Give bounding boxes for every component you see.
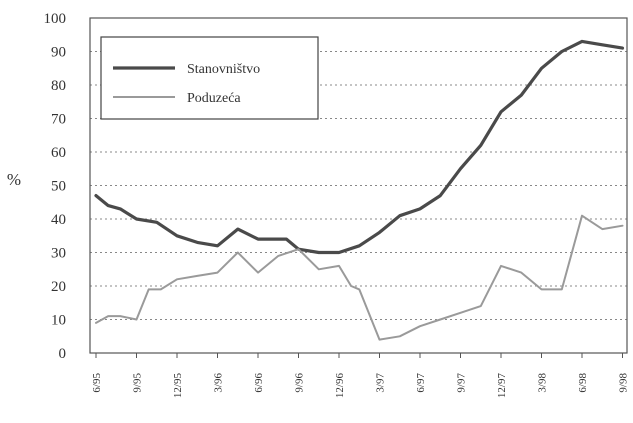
legend-label-poduzeca: Poduzeća <box>187 91 241 106</box>
x-tick-label: 3/96 <box>213 373 225 393</box>
y-tick-label: 40 <box>51 212 66 228</box>
x-axis-ticks: 6/95 9/95 12/95 3/96 6/96 9/96 12/96 3/97 6/97 9/… <box>91 353 630 398</box>
x-tick-label: 6/95 <box>91 373 103 393</box>
x-tick-label: 12/95 <box>172 373 184 399</box>
y-tick-label: 50 <box>51 179 66 195</box>
x-tick-label: 3/98 <box>537 373 549 393</box>
x-tick-label: 9/98 <box>618 373 630 393</box>
x-tick-label: 9/97 <box>456 373 468 393</box>
x-tick-label: 6/98 <box>577 373 589 393</box>
x-tick-label: 9/96 <box>294 373 306 393</box>
y-tick-label: 10 <box>51 313 66 329</box>
y-axis-ticks: 0 10 20 30 40 50 60 70 80 90 100 <box>44 11 67 362</box>
x-tick-label: 12/96 <box>334 373 346 399</box>
series-line-stanovnistvo <box>94 39 625 255</box>
y-tick-label: 70 <box>51 112 66 128</box>
x-tick-label: 6/96 <box>253 373 265 393</box>
x-tick-label: 3/97 <box>375 373 387 393</box>
series-line-poduzeca <box>95 214 624 341</box>
y-axis-label: % <box>7 170 21 189</box>
legend-box <box>100 36 319 120</box>
y-tick-label: 60 <box>51 145 66 161</box>
x-tick-label: 12/97 <box>496 373 508 399</box>
y-tick-label: 90 <box>51 45 66 61</box>
y-tick-label: 30 <box>51 246 66 262</box>
x-tick-label: 6/97 <box>415 373 427 393</box>
y-tick-label: 100 <box>44 11 67 27</box>
plot-frame <box>89 17 628 354</box>
y-tick-label: 80 <box>51 78 66 94</box>
y-tick-label: 20 <box>51 279 66 295</box>
y-tick-label: 0 <box>59 346 67 362</box>
series-lines <box>94 39 625 341</box>
x-tick-label: 9/95 <box>132 373 144 393</box>
legend: Stanovništvo Poduzeća <box>100 36 319 120</box>
legend-label-stanovnistvo: Stanovništvo <box>187 62 260 77</box>
